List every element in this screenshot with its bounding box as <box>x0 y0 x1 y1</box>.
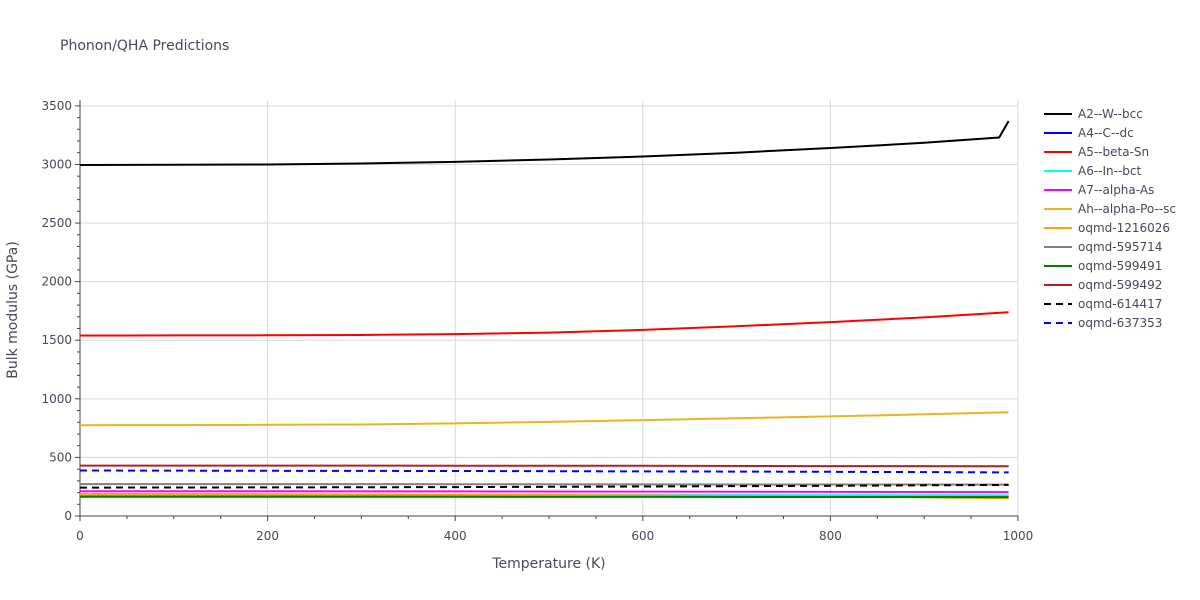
x-axis-label: Temperature (K) <box>491 556 605 572</box>
x-tick-label: 1000 <box>1003 529 1034 543</box>
legend-label: Ah--alpha-Po--sc <box>1078 202 1176 216</box>
series-layer <box>79 120 1010 500</box>
legend-label: oqmd-614417 <box>1078 297 1162 311</box>
axes: 0 200 400 600 800 1000 0 500 1000 1500 2000 2500 300… <box>41 99 1033 543</box>
legend-label: A7--alpha-As <box>1078 183 1154 197</box>
legend-label: A5--beta-Sn <box>1078 145 1149 159</box>
legend-label: oqmd-1216026 <box>1078 221 1170 235</box>
x-tick-label: 0 <box>76 529 84 543</box>
grid <box>80 100 1019 516</box>
legend[interactable]: A2--W--bcc A4--C--dc A5--beta-Sn A6--In--bc… <box>1044 107 1176 330</box>
series-line-A7--alpha-As <box>79 490 1009 494</box>
legend-label: A6--In--bct <box>1078 164 1142 178</box>
legend-item[interactable]: A4--C--dc <box>1044 126 1134 140</box>
legend-item[interactable]: A6--In--bct <box>1044 164 1142 178</box>
y-tick-label: 1000 <box>41 392 72 406</box>
legend-item[interactable]: A7--alpha-As <box>1044 183 1154 197</box>
y-tick-label: 2000 <box>41 275 72 289</box>
series-line-oqmd-637353 <box>79 469 1009 474</box>
legend-label: A2--W--bcc <box>1078 107 1143 121</box>
legend-label: A4--C--dc <box>1078 126 1134 140</box>
chart-title: Phonon/QHA Predictions <box>60 38 229 54</box>
legend-item[interactable]: A2--W--bcc <box>1044 107 1143 121</box>
legend-item[interactable]: A5--beta-Sn <box>1044 145 1149 159</box>
series-line-oqmd-599492 <box>80 464 1009 468</box>
legend-label: oqmd-599492 <box>1078 278 1162 292</box>
legend-label: oqmd-637353 <box>1078 316 1162 330</box>
x-tick-label: 600 <box>631 529 654 543</box>
x-tick-label: 400 <box>444 529 467 543</box>
series-line-Ah--alpha-Po--sc <box>79 411 1009 427</box>
x-tick-label: 200 <box>256 529 279 543</box>
legend-item[interactable]: oqmd-1216026 <box>1044 221 1170 235</box>
series-line-oqmd-595714 <box>80 483 1009 486</box>
series-line-oqmd-614417 <box>79 483 1009 489</box>
legend-item[interactable]: oqmd-599491 <box>1044 259 1162 273</box>
legend-item[interactable]: oqmd-614417 <box>1044 297 1162 311</box>
legend-item[interactable]: oqmd-595714 <box>1044 240 1162 254</box>
legend-label: oqmd-599491 <box>1078 259 1162 273</box>
legend-item[interactable]: oqmd-599492 <box>1044 278 1162 292</box>
series-line-A5--beta-Sn <box>79 311 1009 337</box>
legend-item[interactable]: oqmd-637353 <box>1044 316 1162 330</box>
series-line-A2--W--bcc <box>79 120 1010 166</box>
legend-label: oqmd-595714 <box>1078 240 1162 254</box>
y-tick-label: 500 <box>49 450 72 464</box>
y-tick-label: 3000 <box>41 157 72 171</box>
y-tick-label: 0 <box>64 509 72 523</box>
y-tick-label: 3500 <box>41 99 72 113</box>
y-axis-label: Bulk modulus (GPa) <box>5 241 21 379</box>
x-tick-label: 800 <box>819 529 842 543</box>
y-tick-label: 1500 <box>41 333 72 347</box>
legend-item[interactable]: Ah--alpha-Po--sc <box>1044 202 1176 216</box>
y-tick-label: 2500 <box>41 216 72 230</box>
